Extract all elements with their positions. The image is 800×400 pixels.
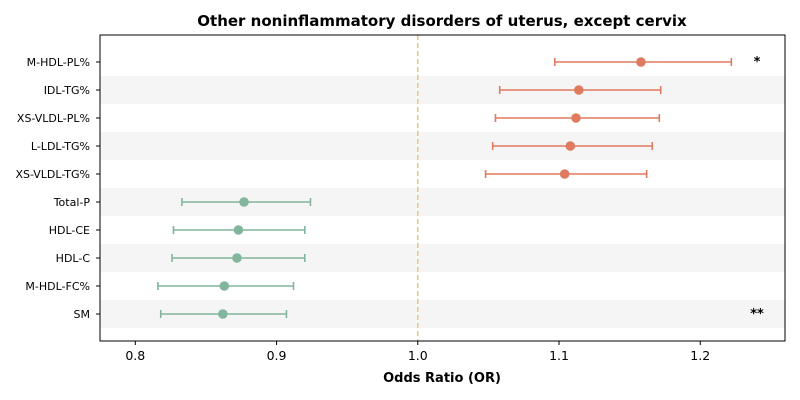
forest-row xyxy=(484,169,648,179)
x-tick-label: 1.2 xyxy=(690,348,710,363)
forest-row xyxy=(181,197,312,207)
x-tick-label: 1.0 xyxy=(408,348,428,363)
point-estimate xyxy=(239,197,249,207)
row-band xyxy=(100,76,785,104)
y-tick-label: HDL-C xyxy=(56,252,91,265)
point-estimate xyxy=(218,309,228,319)
point-estimate xyxy=(233,225,244,235)
point-estimate xyxy=(232,253,242,263)
y-tick-label: XS-VLDL-TG% xyxy=(15,168,90,181)
forest-row: ** xyxy=(159,307,764,322)
y-tick-label: M-HDL-FC% xyxy=(25,280,90,293)
forest-row xyxy=(498,85,662,95)
point-estimate xyxy=(219,281,230,291)
x-axis: 0.8 0.9 1.0 1.1 1.2 xyxy=(125,341,710,363)
x-tick-label: 0.9 xyxy=(267,348,287,363)
x-tick-label: 1.1 xyxy=(549,348,569,363)
y-tick-label: Total-P xyxy=(53,196,91,209)
x-tick-label: 0.8 xyxy=(125,348,145,363)
plot-frame xyxy=(99,34,786,342)
y-tick-label: L-LDL-TG% xyxy=(31,140,90,153)
y-tick-label: SM xyxy=(74,308,90,321)
chart-title: Other noninflammatory disorders of uteru… xyxy=(197,12,687,30)
point-estimate xyxy=(559,169,570,179)
forest-row xyxy=(491,141,654,151)
forest-row xyxy=(157,281,295,291)
x-axis-label: Odds Ratio (OR) xyxy=(383,371,501,386)
y-tick-label: M-HDL-PL% xyxy=(27,56,90,69)
forest-row xyxy=(172,225,306,235)
y-tick-label: IDL-TG% xyxy=(44,84,90,97)
data-marks: *** xyxy=(157,55,764,322)
significance-marker: ** xyxy=(750,307,764,322)
y-axis: M-HDL-PL% IDL-TG% XS-VLDL-PL% L-LDL-TG% XS-V… xyxy=(15,56,100,321)
point-estimate xyxy=(565,141,576,151)
point-estimate xyxy=(573,85,584,95)
row-band xyxy=(100,132,785,160)
y-tick-label: HDL-CE xyxy=(49,224,90,237)
forest-row xyxy=(171,253,306,263)
significance-marker: * xyxy=(754,55,761,70)
y-tick-label: XS-VLDL-PL% xyxy=(17,112,90,125)
point-estimate xyxy=(571,113,581,123)
point-estimate xyxy=(636,57,646,67)
forest-row xyxy=(494,113,661,123)
forest-row: * xyxy=(553,55,761,70)
